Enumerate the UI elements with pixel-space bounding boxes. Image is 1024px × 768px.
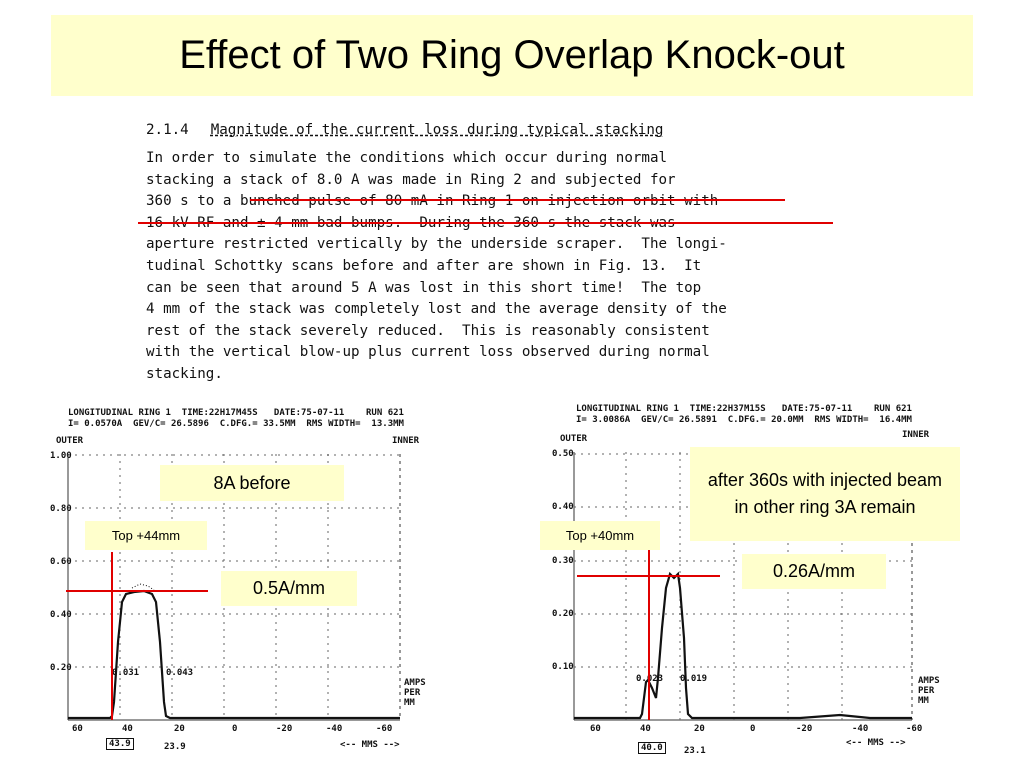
document-line: with the vertical blow-up plus current l… [146, 344, 710, 361]
right-y-tick: 0.30 [552, 556, 574, 566]
left-position-box: 43.9 [106, 738, 134, 750]
right-x-tick: 0 [750, 724, 756, 734]
left-x-tick: -40 [326, 724, 343, 734]
units-line: AMPS [918, 676, 940, 686]
right-y-tick: 0.10 [552, 662, 574, 672]
highlight-underline-2 [138, 222, 833, 224]
left-scan-header-line2: I= 0.0570A GEV/C= 26.5896 C.DFG.= 33.5MM… [68, 419, 404, 429]
left-x-tick: -20 [276, 724, 293, 734]
document-excerpt: 2.1.4 Magnitude of the current loss duri… [146, 122, 866, 386]
right-x-tick: 20 [694, 724, 705, 734]
right-y-tick: 0.50 [552, 449, 574, 459]
title-bar: Effect of Two Ring Overlap Knock-out [51, 15, 973, 96]
left-outer-label: OUTER [56, 436, 84, 446]
right-x-tick: -40 [852, 724, 869, 734]
left-top-label: Top +44mm [85, 521, 207, 550]
right-vertical-marker [648, 550, 650, 720]
units-line: MM [918, 696, 929, 706]
left-x-tick: 20 [174, 724, 185, 734]
section-title: Magnitude of the current loss during typ… [210, 122, 664, 138]
right-x-tick: 60 [590, 724, 601, 734]
document-line: stacking. [146, 365, 223, 382]
right-density-label: 0.26A/mm [742, 554, 886, 589]
right-y-tick: 0.40 [552, 502, 574, 512]
right-position-value-2: 23.1 [684, 746, 706, 756]
right-scan-plot [573, 452, 913, 721]
left-mm-axis-label: <-- MMS --> [340, 740, 400, 750]
section-number: 2.1.4 [146, 122, 189, 138]
left-marker-right: 0.043 [166, 668, 194, 678]
right-scan-header-line1: LONGITUDINAL RING 1 TIME:22H37M15S DATE:… [576, 404, 912, 414]
left-horizontal-marker [66, 590, 208, 592]
right-mm-axis-label: <-- MMS --> [846, 738, 906, 748]
right-horizontal-marker [577, 575, 720, 577]
section-heading: 2.1.4 Magnitude of the current loss duri… [146, 122, 866, 148]
document-line: In order to simulate the conditions whic… [146, 150, 668, 166]
document-line: rest of the stack severely reduced. This… [146, 322, 710, 339]
right-scan-header-line2: I= 3.0086A GEV/C= 26.5891 C.DFG.= 20.0MM… [576, 415, 912, 425]
right-y-tick: 0.20 [552, 609, 574, 619]
left-marker-left: 0.031 [112, 668, 140, 678]
left-x-tick: -60 [376, 724, 393, 734]
left-vertical-marker [111, 552, 113, 720]
right-x-tick: -60 [906, 724, 923, 734]
left-x-tick: 0 [232, 724, 238, 734]
right-inner-label: INNER [902, 430, 930, 440]
right-units-label: AMPS PER MM [918, 676, 940, 706]
left-position-value-2: 23.9 [164, 742, 186, 752]
right-marker-right: 0.019 [680, 674, 708, 684]
left-scan-panel: LONGITUDINAL RING 1 TIME:22H17M45S DATE:… [40, 402, 480, 768]
right-top-label: Top +40mm [540, 521, 660, 550]
left-density-label: 0.5A/mm [221, 571, 357, 606]
document-line: aperture restricted vertically by the un… [146, 236, 727, 253]
left-y-tick: 1.00 [50, 451, 72, 461]
slide-title: Effect of Two Ring Overlap Knock-out [179, 33, 845, 77]
left-x-tick: 60 [72, 724, 83, 734]
right-outer-label: OUTER [560, 434, 588, 444]
document-line: can be seen that around 5 A was lost in … [146, 279, 702, 296]
left-x-tick: 40 [122, 724, 133, 734]
left-y-tick: 0.80 [50, 504, 72, 514]
right-position-box: 40.0 [638, 742, 666, 754]
units-line: AMPS [404, 678, 426, 688]
left-units-label: AMPS PER MM [404, 678, 426, 708]
left-y-tick: 0.60 [50, 557, 72, 567]
left-inner-label: INNER [392, 436, 420, 446]
left-annotation: 8A before [160, 465, 344, 501]
left-y-tick: 0.20 [50, 663, 72, 673]
units-line: PER [404, 688, 421, 698]
right-x-tick: -20 [796, 724, 813, 734]
left-y-tick: 0.40 [50, 610, 72, 620]
document-line: 4 mm of the stack was completely lost an… [146, 301, 727, 318]
document-line: stacking a stack of 8.0 A was made in Ri… [146, 171, 676, 188]
document-line: tudinal Schottky scans before and after … [146, 257, 702, 274]
left-scan-header-line1: LONGITUDINAL RING 1 TIME:22H17M45S DATE:… [68, 408, 404, 418]
document-line: 360 s to a bunched pulse of 80 mA in Rin… [146, 193, 719, 210]
highlight-underline-1 [250, 199, 785, 201]
units-line: PER [918, 686, 935, 696]
right-x-tick: 40 [640, 724, 651, 734]
right-annotation: after 360s with injected beam in other r… [690, 447, 960, 541]
units-line: MM [404, 698, 415, 708]
